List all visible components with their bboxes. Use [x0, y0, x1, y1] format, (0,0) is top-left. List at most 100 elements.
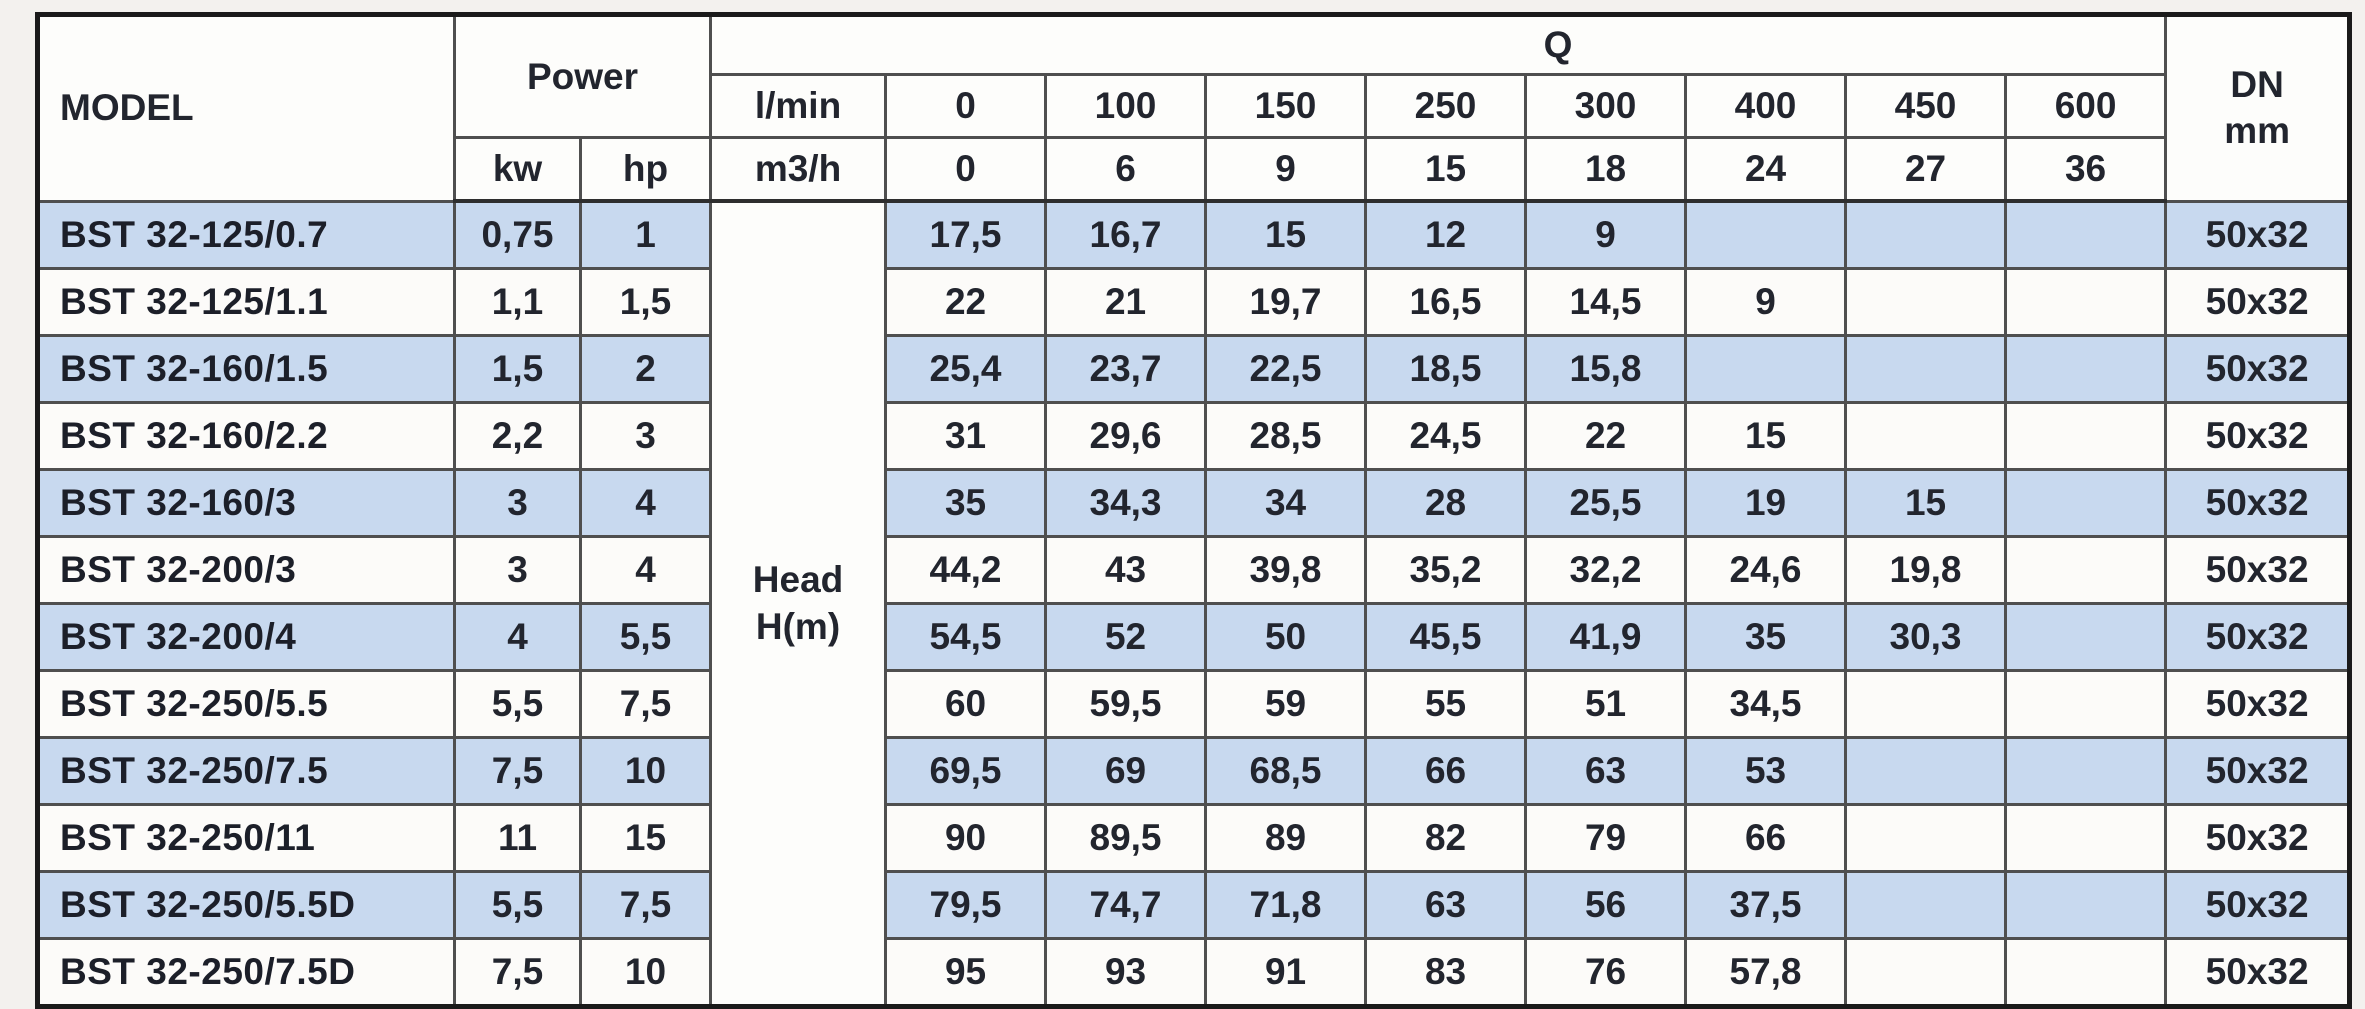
power-kw-cell: 5,5 [453, 870, 582, 940]
table-row: BST 32-160/3 3 4 35 34,3 34 28 25,5 19 15 50x32 [36, 468, 2352, 538]
head-value-cell: 9 [1524, 199, 1688, 270]
head-value-cell: 21 [1044, 267, 1208, 337]
head-value-cell: 90 [884, 803, 1048, 873]
table-row: BST 32-160/2.2 2,2 3 31 29,6 28,5 24,5 22 15 50x3… [36, 401, 2352, 471]
head-value-cell: 50 [1204, 602, 1368, 672]
head-value-cell: 22 [884, 267, 1048, 337]
pump-spec-table: MODEL Power Q DN mm l/min 0 100 150 250 … [35, 12, 2353, 1009]
dn-cell: 50x32 [2164, 199, 2352, 270]
head-value-cell: 25,5 [1524, 468, 1688, 538]
head-value-cell: 54,5 [884, 602, 1048, 672]
q-lmin-value: 250 [1364, 73, 1528, 139]
table-row: BST 32-250/11 11 15 90 89,5 89 82 79 66 50x32 [36, 803, 2352, 873]
header-row-2: l/min 0 100 150 250 300 400 450 600 [38, 73, 2350, 139]
power-kw-cell: 7,5 [453, 937, 582, 1008]
head-value-cell: 66 [1364, 736, 1528, 806]
q-m3h-value: 9 [1204, 136, 1368, 203]
q-lmin-value: 450 [1844, 73, 2008, 139]
head-label-line1: Head [752, 559, 844, 601]
q-m3h-value: 24 [1684, 136, 1848, 203]
q-column-header: Q [709, 13, 2168, 76]
dn-cell: 50x32 [2164, 937, 2352, 1008]
q-m3h-value: 36 [2004, 136, 2168, 203]
power-hp-cell: 7,5 [578, 669, 713, 739]
table-row: BST 32-160/1.5 1,5 2 25,4 23,7 22,5 18,5 15,8 50… [36, 334, 2352, 404]
head-value-cell [1844, 870, 2008, 940]
head-value-cell [2004, 535, 2168, 605]
header-row-1: MODEL Power Q DN mm [36, 13, 2352, 203]
head-value-cell: 63 [1524, 736, 1688, 806]
head-value-cell: 37,5 [1684, 870, 1848, 940]
table-row: BST 32-250/7.5D 7,5 10 95 93 91 83 76 57,8 50x32 [36, 937, 2352, 1008]
head-value-cell: 89,5 [1044, 803, 1208, 873]
table-row: BST 32-125/0.7 0,75 1 Head H(m) 17,5 16,7 15 12 9… [36, 199, 2352, 1008]
table-row: BST 32-200/3 3 4 44,2 43 39,8 35,2 32,2 24,6 19,8… [36, 535, 2352, 605]
head-value-cell: 15,8 [1524, 334, 1688, 404]
pump-spec-table-wrap: MODEL Power Q DN mm l/min 0 100 150 250 … [35, 12, 2353, 1009]
dn-cell: 50x32 [2164, 803, 2352, 873]
power-hp-cell: 2 [578, 334, 713, 404]
head-value-cell: 52 [1044, 602, 1208, 672]
power-hp-cell: 1 [578, 199, 713, 270]
head-value-cell [2004, 870, 2168, 940]
head-value-cell: 83 [1364, 937, 1528, 1008]
power-hp-cell: 7,5 [578, 870, 713, 940]
head-value-cell [1844, 736, 2008, 806]
dn-cell: 50x32 [2164, 401, 2352, 471]
unit-m3h-header: m3/h [709, 136, 888, 203]
q-lmin-value: 0 [884, 73, 1048, 139]
model-cell: BST 32-160/2.2 [36, 401, 456, 471]
dn-cell: 50x32 [2164, 669, 2352, 739]
dn-cell: 50x32 [2164, 736, 2352, 806]
head-value-cell: 15 [1684, 401, 1848, 471]
head-value-cell: 24,6 [1684, 535, 1848, 605]
model-cell: BST 32-250/11 [36, 803, 456, 873]
head-value-cell: 22,5 [1204, 334, 1368, 404]
head-value-cell: 43 [1044, 535, 1208, 605]
head-value-cell: 79,5 [884, 870, 1048, 940]
head-value-cell: 28 [1364, 468, 1528, 538]
dn-label-line2: mm [2224, 110, 2291, 152]
power-kw-cell: 11 [453, 803, 582, 873]
head-value-cell: 57,8 [1684, 937, 1848, 1008]
table-body: BST 32-125/0.7 0,75 1 Head H(m) 17,5 16,7 15 12 9… [36, 199, 2352, 1008]
table-header: MODEL Power Q DN mm l/min 0 100 150 250 … [36, 13, 2352, 203]
head-value-cell [2004, 602, 2168, 672]
power-kw-cell: 1,1 [453, 267, 582, 337]
head-value-cell [2004, 334, 2168, 404]
power-hp-cell: 4 [578, 468, 713, 538]
power-kw-cell: 7,5 [453, 736, 582, 806]
head-value-cell: 32,2 [1524, 535, 1688, 605]
head-value-cell [1844, 199, 2008, 270]
head-value-cell: 19,8 [1844, 535, 2008, 605]
table-row: BST 32-200/4 4 5,5 54,5 52 50 45,5 41,9 35 30,3 50… [36, 602, 2352, 672]
head-value-cell: 45,5 [1364, 602, 1528, 672]
model-cell: BST 32-125/1.1 [36, 267, 456, 337]
head-label-line2: H(m) [755, 605, 841, 647]
table-row: BST 32-250/5.5D 5,5 7,5 79,5 74,7 71,8 63 56 37,… [36, 870, 2352, 940]
model-cell: BST 32-250/5.5D [36, 870, 456, 940]
head-value-cell: 93 [1044, 937, 1208, 1008]
head-value-cell: 9 [1684, 267, 1848, 337]
q-m3h-value: 15 [1364, 136, 1528, 203]
header-row-3: kw hp m3/h 0 6 9 15 18 24 27 36 [38, 136, 2350, 203]
head-value-cell [2004, 937, 2168, 1008]
power-hp-cell: 10 [578, 736, 713, 806]
head-value-cell: 35 [1684, 602, 1848, 672]
head-value-cell: 69 [1044, 736, 1208, 806]
head-value-cell: 63 [1364, 870, 1528, 940]
head-value-cell [1844, 401, 2008, 471]
dn-column-header: DN mm [2164, 13, 2352, 203]
q-lmin-value: 400 [1684, 73, 1848, 139]
head-value-cell: 30,3 [1844, 602, 2008, 672]
head-value-cell: 17,5 [884, 199, 1048, 270]
head-value-cell: 44,2 [884, 535, 1048, 605]
head-value-cell: 29,6 [1044, 401, 1208, 471]
head-value-cell: 22 [1524, 401, 1688, 471]
power-hp-header: hp [578, 136, 713, 203]
q-m3h-value: 6 [1044, 136, 1208, 203]
head-value-cell: 53 [1684, 736, 1848, 806]
power-kw-cell: 4 [453, 602, 582, 672]
dn-cell: 50x32 [2164, 267, 2352, 337]
head-value-cell: 55 [1364, 669, 1528, 739]
